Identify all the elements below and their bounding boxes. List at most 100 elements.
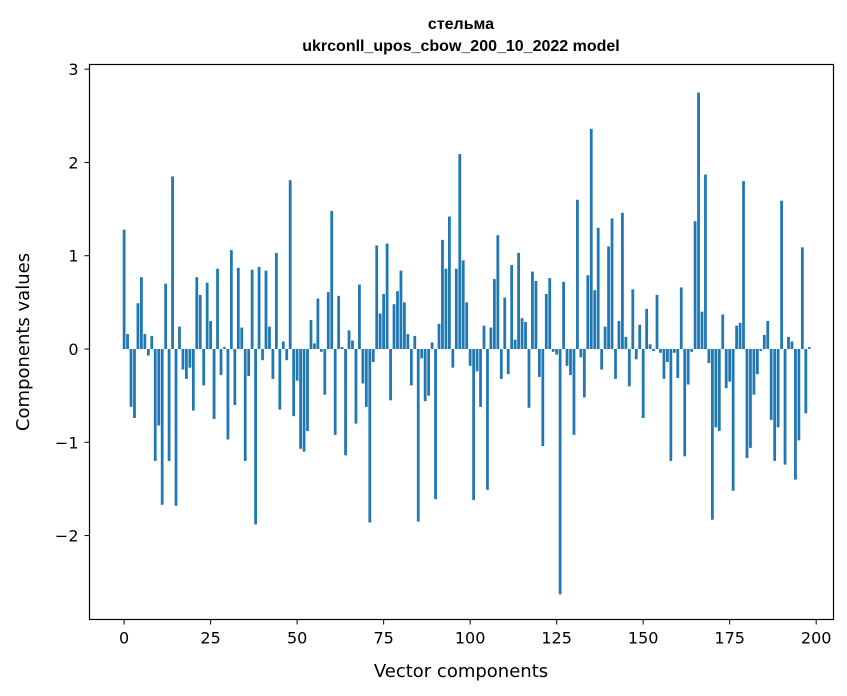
bar-45 bbox=[278, 349, 282, 410]
bar-95 bbox=[451, 349, 455, 368]
bar-41 bbox=[264, 270, 268, 349]
bar-145 bbox=[624, 336, 628, 349]
bar-47 bbox=[285, 349, 289, 361]
bar-166 bbox=[697, 92, 700, 349]
bar-110 bbox=[503, 297, 507, 349]
bar-87 bbox=[423, 349, 427, 402]
bar-35 bbox=[243, 349, 247, 461]
bar-14 bbox=[171, 176, 174, 349]
bar-11 bbox=[160, 349, 164, 505]
bar-172 bbox=[717, 349, 721, 432]
bar-36 bbox=[247, 349, 251, 377]
x-axis-ticks: 0 25 50 75 100 125 150 175 200 bbox=[119, 619, 832, 648]
bar-193 bbox=[790, 341, 794, 349]
bar-30 bbox=[226, 349, 230, 440]
bar-76 bbox=[385, 243, 389, 349]
bar-148 bbox=[634, 349, 638, 360]
bar-48 bbox=[288, 180, 292, 349]
bar-133 bbox=[582, 349, 586, 398]
bar-104 bbox=[482, 325, 486, 349]
bar-102 bbox=[475, 349, 479, 372]
x-tick-label: 25 bbox=[200, 629, 220, 648]
bar-111 bbox=[506, 349, 510, 375]
bar-175 bbox=[728, 349, 732, 382]
bar-64 bbox=[344, 349, 347, 456]
bar-44 bbox=[274, 252, 278, 349]
bar-23 bbox=[202, 349, 206, 386]
bar-50 bbox=[295, 349, 299, 381]
bar-51 bbox=[299, 349, 302, 449]
bar-78 bbox=[392, 304, 396, 349]
bar-198 bbox=[807, 347, 811, 349]
bar-28 bbox=[219, 349, 223, 376]
bar-125 bbox=[555, 349, 559, 355]
bar-115 bbox=[520, 318, 524, 349]
bar-168 bbox=[704, 174, 707, 349]
bar-72 bbox=[371, 349, 375, 363]
x-tick-label: 125 bbox=[541, 629, 572, 648]
bar-187 bbox=[769, 349, 773, 420]
bar-149 bbox=[638, 324, 642, 349]
bar-83 bbox=[409, 349, 413, 386]
bar-18 bbox=[185, 349, 188, 379]
bar-181 bbox=[749, 349, 752, 448]
bar-19 bbox=[188, 349, 192, 368]
bar-107 bbox=[492, 279, 496, 349]
bar-174 bbox=[724, 349, 728, 389]
y-tick-label: 1 bbox=[68, 247, 78, 266]
bar-120 bbox=[537, 349, 541, 377]
bar-27 bbox=[216, 268, 219, 349]
bar-109 bbox=[499, 349, 503, 379]
bar-171 bbox=[714, 349, 718, 428]
bar-159 bbox=[672, 349, 676, 353]
bar-147 bbox=[631, 289, 635, 349]
bar-158 bbox=[669, 349, 673, 461]
bar-5 bbox=[140, 277, 143, 349]
bar-117 bbox=[527, 349, 531, 408]
bar-131 bbox=[576, 199, 579, 349]
bar-123 bbox=[548, 278, 552, 349]
bar-180 bbox=[745, 349, 749, 459]
bar-37 bbox=[250, 269, 254, 349]
bar-70 bbox=[364, 349, 368, 407]
chart-title-line2: ukrconll_upos_cbow_200_10_2022 model bbox=[302, 38, 619, 55]
bar-128 bbox=[565, 349, 569, 366]
bar-12 bbox=[164, 283, 168, 349]
x-tick-label: 200 bbox=[801, 629, 832, 648]
bar-119 bbox=[534, 280, 538, 349]
bar-63 bbox=[340, 347, 344, 349]
bar-156 bbox=[662, 349, 666, 379]
bar-26 bbox=[212, 349, 216, 419]
y-axis-label: Components values bbox=[13, 253, 34, 431]
bar-154 bbox=[655, 294, 659, 349]
bar-2 bbox=[129, 349, 133, 407]
bar-138 bbox=[600, 349, 604, 370]
bar-124 bbox=[551, 349, 555, 352]
bar-16 bbox=[178, 326, 181, 349]
bar-0 bbox=[122, 229, 126, 349]
bar-39 bbox=[257, 266, 261, 349]
bar-59 bbox=[326, 292, 330, 349]
bar-121 bbox=[541, 349, 545, 447]
bar-32 bbox=[233, 349, 237, 405]
bar-73 bbox=[375, 245, 379, 349]
bar-129 bbox=[569, 349, 572, 376]
bar-160 bbox=[676, 349, 680, 378]
bar-136 bbox=[593, 290, 597, 349]
bar-165 bbox=[693, 221, 697, 349]
bar-155 bbox=[659, 349, 662, 353]
bar-56 bbox=[316, 298, 320, 349]
bar-114 bbox=[517, 252, 520, 349]
bar-13 bbox=[167, 349, 171, 461]
bar-161 bbox=[679, 287, 683, 349]
bar-179 bbox=[742, 181, 745, 349]
bar-66 bbox=[351, 340, 354, 349]
x-axis-label: Vector components bbox=[374, 661, 548, 682]
bar-182 bbox=[752, 349, 756, 395]
bar-55 bbox=[313, 343, 316, 349]
bar-185 bbox=[762, 335, 766, 349]
bar-146 bbox=[627, 349, 631, 387]
bar-100 bbox=[468, 349, 472, 366]
bar-105 bbox=[486, 349, 489, 490]
